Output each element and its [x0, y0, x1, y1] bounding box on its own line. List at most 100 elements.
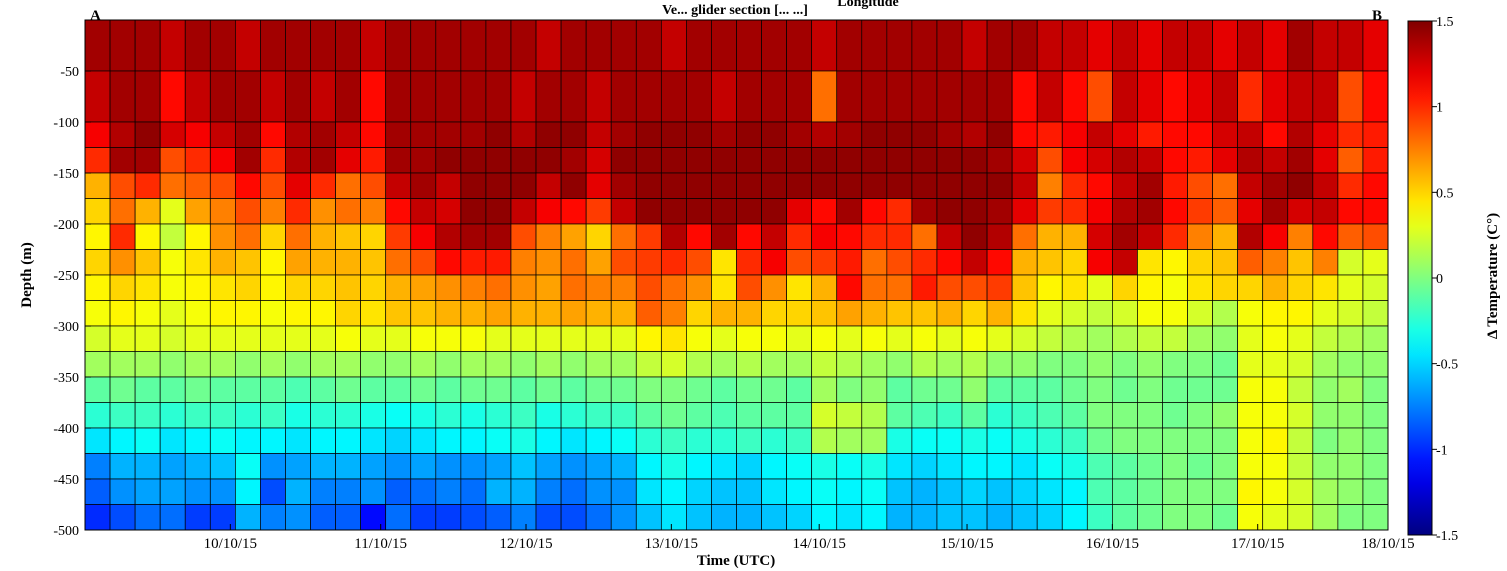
- heatmap-cell: [159, 453, 186, 480]
- heatmap-cell: [435, 172, 462, 199]
- chart-title-partial: Ve... glider section [... ...]: [662, 3, 808, 18]
- heatmap-cell: [535, 427, 562, 454]
- heatmap-cell: [134, 300, 161, 327]
- heatmap-cell: [335, 453, 361, 480]
- heatmap-cell: [560, 300, 587, 327]
- heatmap-cell: [260, 223, 286, 250]
- heatmap-cell: [736, 274, 762, 301]
- heatmap-cell: [285, 351, 311, 378]
- heatmap-cell: [134, 172, 161, 199]
- heatmap-cell: [360, 70, 387, 123]
- heatmap-cell: [736, 249, 762, 276]
- heatmap-cell: [836, 504, 863, 531]
- heatmap-cell: [660, 274, 687, 301]
- heatmap-cell: [209, 147, 236, 174]
- heatmap-cell: [1287, 249, 1314, 276]
- heatmap-cell: [886, 478, 913, 505]
- heatmap-cell: [635, 249, 662, 276]
- heatmap-cell: [1137, 249, 1163, 276]
- heatmap-cell: [1137, 402, 1163, 429]
- heatmap-cell: [986, 172, 1013, 199]
- heatmap-cell: [310, 504, 336, 531]
- heatmap-cell: [109, 325, 136, 352]
- heatmap-cell: [335, 70, 361, 123]
- heatmap-cell: [836, 300, 863, 327]
- heatmap-cell: [635, 478, 662, 505]
- heatmap-cell: [109, 453, 136, 480]
- heatmap-cell: [1036, 19, 1063, 72]
- heatmap-cell: [911, 147, 938, 174]
- heatmap-cell: [209, 325, 236, 352]
- heatmap-cell: [660, 172, 687, 199]
- heatmap-cell: [460, 300, 487, 327]
- heatmap-cell: [1312, 325, 1339, 352]
- heatmap-cell: [811, 300, 838, 327]
- heatmap-cell: [159, 376, 186, 403]
- heatmap-cell: [936, 402, 963, 429]
- y-tick-label: -300: [53, 320, 79, 335]
- heatmap-cell: [535, 19, 562, 72]
- heatmap-cell: [610, 325, 637, 352]
- heatmap-cell: [610, 70, 637, 123]
- heatmap-cell: [886, 402, 913, 429]
- heatmap-cell: [1287, 147, 1314, 174]
- heatmap-cell: [1187, 198, 1213, 225]
- heatmap-cell: [861, 300, 888, 327]
- heatmap-cell: [410, 504, 437, 531]
- heatmap-cell: [711, 504, 737, 531]
- heatmap-cell: [134, 504, 161, 531]
- heatmap-cell: [335, 504, 361, 531]
- heatmap-cell: [660, 249, 687, 276]
- heatmap-cell: [535, 376, 562, 403]
- heatmap-cell: [385, 402, 412, 429]
- heatmap-cell: [109, 70, 136, 123]
- heatmap-cell: [635, 325, 662, 352]
- heatmap-cell: [485, 402, 512, 429]
- heatmap-cell: [811, 121, 838, 148]
- heatmap-cell: [1036, 325, 1063, 352]
- heatmap-cell: [1287, 376, 1314, 403]
- heatmap-cell: [159, 504, 186, 531]
- heatmap-cell: [711, 249, 737, 276]
- heatmap-cell: [285, 19, 311, 72]
- heatmap-cell: [1061, 147, 1088, 174]
- heatmap-cell: [134, 70, 161, 123]
- heatmap-cell: [1262, 249, 1289, 276]
- heatmap-cell: [1337, 172, 1364, 199]
- heatmap-cell: [1112, 223, 1138, 250]
- heatmap-cell: [1212, 427, 1239, 454]
- heatmap-cell: [360, 121, 387, 148]
- heatmap-cell: [861, 249, 888, 276]
- heatmap-cell: [1086, 121, 1113, 148]
- heatmap-cell: [485, 172, 512, 199]
- heatmap-cell: [1086, 453, 1113, 480]
- heatmap-cell: [1362, 376, 1389, 403]
- heatmap-cell: [911, 351, 938, 378]
- heatmap-cell: [460, 223, 487, 250]
- heatmap-cell: [961, 427, 988, 454]
- heatmap-cell: [811, 376, 838, 403]
- heatmap-cell: [811, 198, 838, 225]
- heatmap-cell: [109, 223, 136, 250]
- heatmap-cell: [1362, 325, 1389, 352]
- heatmap-cell: [1137, 121, 1163, 148]
- heatmap-cell: [711, 300, 737, 327]
- heatmap-cell: [184, 147, 211, 174]
- heatmap-cell: [911, 300, 938, 327]
- heatmap-cell: [1337, 198, 1364, 225]
- heatmap-cell: [1086, 300, 1113, 327]
- heatmap-cell: [585, 504, 612, 531]
- heatmap-cell: [410, 223, 437, 250]
- heatmap-cell: [761, 121, 787, 148]
- heatmap-cell: [886, 300, 913, 327]
- heatmap-cell: [234, 402, 261, 429]
- heatmap-cell: [260, 351, 286, 378]
- heatmap-cell: [836, 402, 863, 429]
- heatmap-cell: [1362, 402, 1389, 429]
- heatmap-cell: [435, 453, 462, 480]
- heatmap-cell: [836, 325, 863, 352]
- heatmap-cell: [1036, 427, 1063, 454]
- heatmap-cell: [886, 223, 913, 250]
- heatmap-cell: [485, 351, 512, 378]
- heatmap-cell: [1187, 172, 1213, 199]
